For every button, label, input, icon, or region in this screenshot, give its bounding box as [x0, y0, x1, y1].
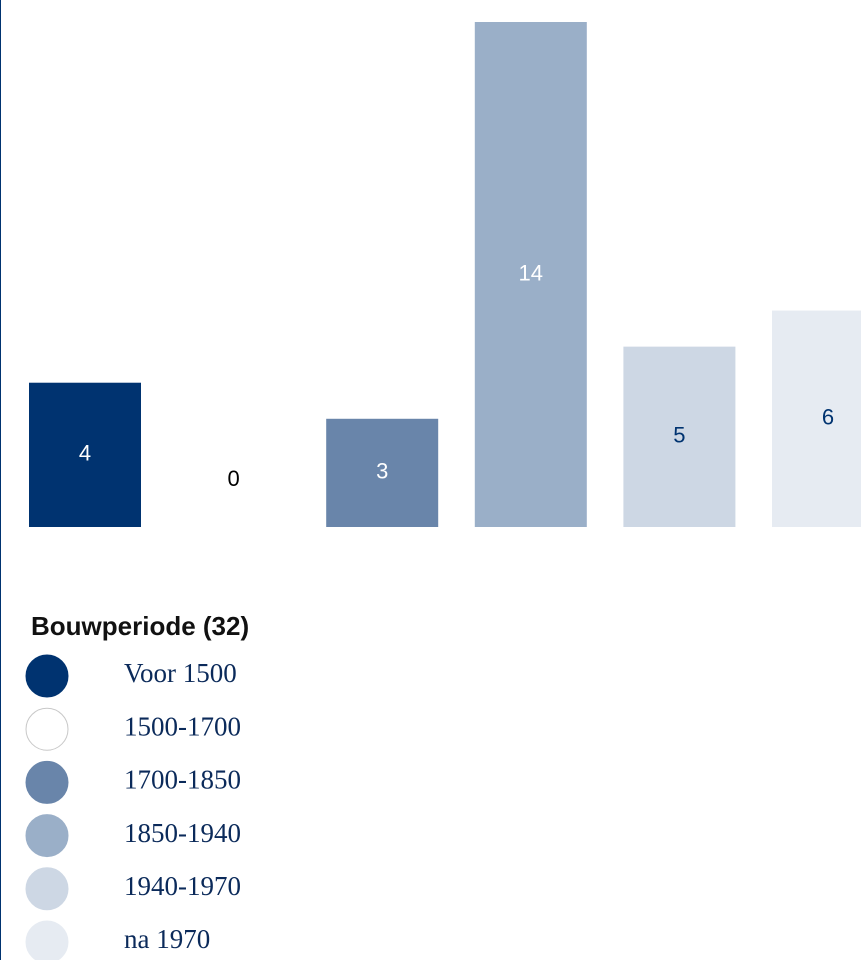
bar	[623, 346, 736, 527]
legend-label: 1850-1940	[124, 818, 241, 848]
legend-swatch	[25, 920, 69, 960]
bar-label: 3	[376, 459, 388, 484]
bar-label: 6	[822, 405, 834, 430]
legend-swatch	[25, 814, 69, 858]
bar	[772, 310, 861, 527]
legend-label: 1700-1850	[124, 765, 241, 795]
bar-label: 0	[227, 466, 239, 491]
legend-swatch	[25, 707, 69, 751]
legend-swatch	[25, 654, 69, 698]
legend-label: 1940-1970	[124, 871, 241, 901]
bar-label: 4	[79, 441, 91, 466]
legend-label: na 1970	[124, 924, 210, 954]
bar	[29, 382, 141, 527]
legend-label: 1500-1700	[124, 711, 241, 741]
legend-title: Bouwperiode (32)	[31, 611, 249, 641]
legend-label: Voor 1500	[124, 658, 237, 688]
legend-swatch	[25, 867, 69, 911]
legend-swatch	[25, 760, 69, 804]
bar	[474, 22, 587, 527]
bar-label: 5	[673, 423, 685, 448]
bar	[326, 418, 439, 527]
bar-label: 14	[519, 260, 543, 285]
